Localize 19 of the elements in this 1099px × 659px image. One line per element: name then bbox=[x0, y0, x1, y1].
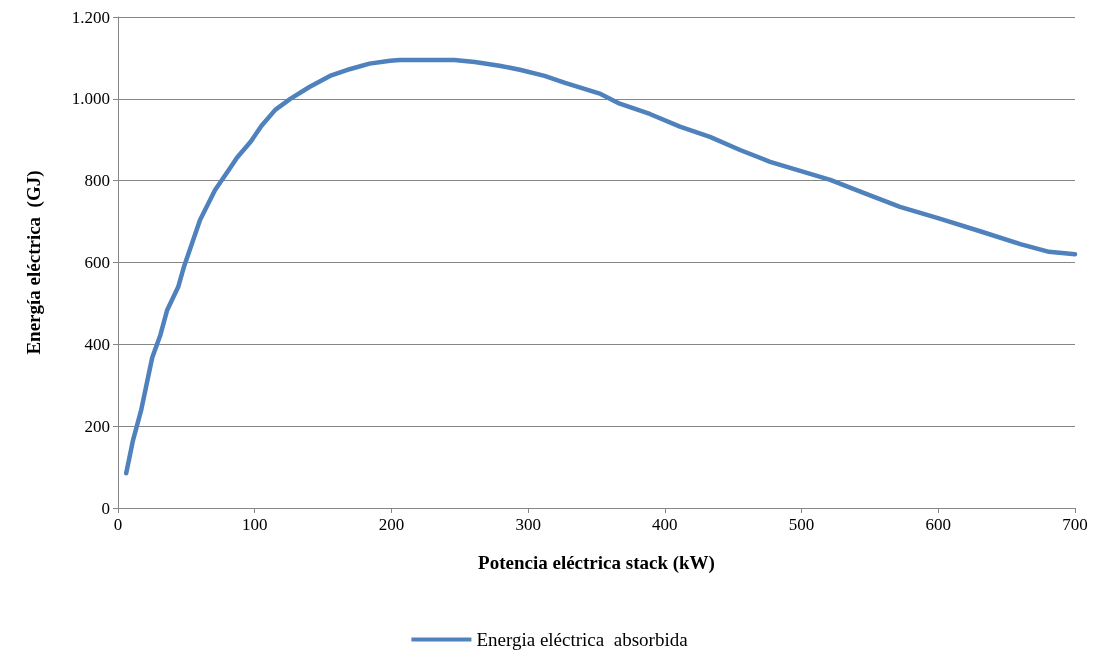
x-tick-label: 600 bbox=[925, 515, 952, 534]
x-tick-label: 700 bbox=[1062, 515, 1088, 534]
x-tick-label: 300 bbox=[515, 515, 541, 534]
x-tick-label: 500 bbox=[788, 515, 815, 534]
legend-label: Energia eléctrica absorbida bbox=[476, 629, 689, 650]
x-tick-label: 200 bbox=[378, 515, 405, 534]
line-series bbox=[123, 57, 1078, 476]
y-tick-label: 800 bbox=[84, 171, 110, 191]
y-tick-label: 1.200 bbox=[71, 7, 110, 27]
x-axis-title: Potencia eléctrica stack (kW) bbox=[478, 552, 715, 574]
y-tick-label: 0 bbox=[101, 498, 110, 518]
y-tick-label: 600 bbox=[84, 253, 110, 272]
x-tick-label: 0 bbox=[113, 515, 123, 534]
x-tick-label: 400 bbox=[652, 515, 678, 534]
y-axis-title: Energía eléctrica (GJ) bbox=[23, 170, 45, 355]
y-tick-label: 1.000 bbox=[71, 89, 110, 109]
y-tick-label: 400 bbox=[84, 334, 110, 354]
x-tick-label: 100 bbox=[241, 515, 268, 534]
y-tick-label: 200 bbox=[84, 416, 110, 436]
